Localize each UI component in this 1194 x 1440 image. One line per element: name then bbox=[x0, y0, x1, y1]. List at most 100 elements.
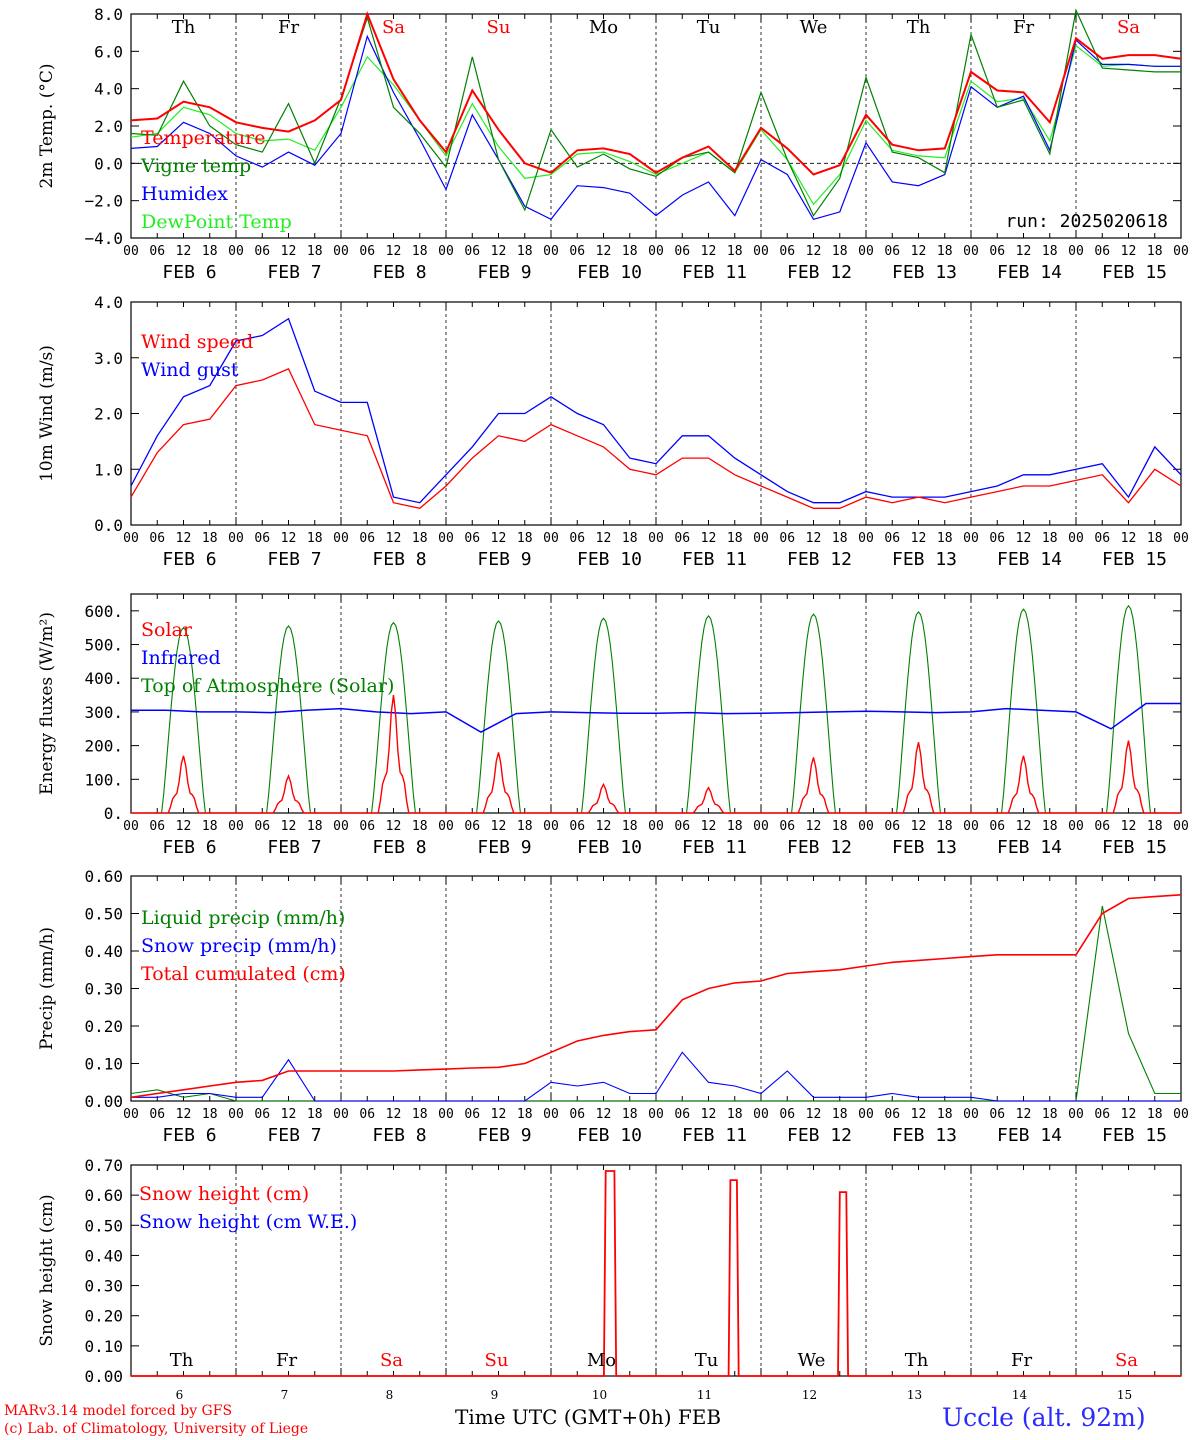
y-tick-label: 0.40 bbox=[84, 942, 123, 961]
day-label: Th bbox=[172, 17, 196, 38]
day-label: Tu bbox=[697, 17, 721, 38]
hour-label: 06 bbox=[779, 244, 795, 259]
date-label: FEB 12 bbox=[787, 837, 852, 858]
hour-label: 12 bbox=[281, 1107, 297, 1122]
hour-label: 12 bbox=[1121, 531, 1137, 546]
day-number: 8 bbox=[386, 1388, 394, 1402]
hour-label: 00 bbox=[1068, 531, 1084, 546]
y-tick-label: 100. bbox=[84, 770, 123, 789]
hour-label: 00 bbox=[123, 1107, 139, 1122]
y-tick-label: 0.30 bbox=[84, 980, 123, 999]
hour-label: 12 bbox=[1016, 531, 1032, 546]
date-label: FEB 7 bbox=[267, 837, 321, 858]
hour-label: 06 bbox=[254, 819, 270, 834]
hour-label: 12 bbox=[1016, 1107, 1032, 1122]
hour-label: 12 bbox=[386, 1107, 402, 1122]
hour-label: 12 bbox=[281, 531, 297, 546]
hour-label: 00 bbox=[648, 244, 664, 259]
hour-label: 18 bbox=[1147, 1107, 1163, 1122]
legend-infrared: Infrared bbox=[141, 647, 221, 669]
hour-label: 06 bbox=[884, 531, 900, 546]
y-tick-label: 0.50 bbox=[84, 905, 123, 924]
day-label: Sa bbox=[1117, 17, 1140, 38]
hour-label: 12 bbox=[491, 531, 507, 546]
hour-label: 00 bbox=[753, 819, 769, 834]
hour-label: 06 bbox=[884, 244, 900, 259]
legend-vigne-temp: Vigne temp bbox=[140, 155, 251, 177]
day-number: 6 bbox=[176, 1388, 184, 1402]
y-tick-label: 0.0 bbox=[94, 516, 123, 535]
day-number: 13 bbox=[907, 1388, 922, 1402]
credit-line: (c) Lab. of Climatology, University of L… bbox=[4, 1421, 309, 1437]
y-tick-label: 200. bbox=[84, 737, 123, 756]
x-axis-title: Time UTC (GMT+0h) FEB bbox=[455, 1405, 721, 1429]
y-tick-label: 0.30 bbox=[84, 1277, 123, 1296]
hour-label: 18 bbox=[517, 819, 533, 834]
hour-label: 12 bbox=[1121, 244, 1137, 259]
date-label: FEB 11 bbox=[682, 262, 747, 283]
model-credit: MARv3.14 model forced by GFS (c) Lab. of… bbox=[4, 1402, 308, 1438]
hour-label: 06 bbox=[149, 531, 165, 546]
hour-label: 12 bbox=[806, 244, 822, 259]
legend-dewpoint-temp: DewPoint Temp bbox=[141, 211, 292, 233]
legend-humidex: Humidex bbox=[141, 183, 228, 205]
hour-label: 18 bbox=[937, 531, 953, 546]
hour-label: 18 bbox=[202, 819, 218, 834]
day-number: 9 bbox=[491, 1388, 499, 1402]
plot-frame-wind bbox=[130, 301, 1182, 526]
hour-label: 06 bbox=[464, 531, 480, 546]
hour-label: 12 bbox=[911, 1107, 927, 1122]
hour-label: 06 bbox=[674, 819, 690, 834]
date-label: FEB 14 bbox=[997, 837, 1062, 858]
hour-label: 06 bbox=[149, 244, 165, 259]
hour-label: 12 bbox=[701, 244, 717, 259]
day-label: Th bbox=[905, 1350, 929, 1371]
hour-label: 18 bbox=[1042, 1107, 1058, 1122]
day-label: Fr bbox=[1013, 17, 1034, 38]
date-label: FEB 8 bbox=[372, 262, 426, 283]
hour-label: 18 bbox=[517, 1107, 533, 1122]
series-wind-speed bbox=[130, 368, 1182, 510]
series-snow-height-cm bbox=[131, 1170, 1181, 1377]
hour-label: 12 bbox=[1016, 244, 1032, 259]
hour-label: 06 bbox=[884, 819, 900, 834]
y-axis-label: 10m Wind (m/s) bbox=[37, 345, 57, 482]
y-tick-label: 0. bbox=[104, 804, 123, 823]
date-label: FEB 9 bbox=[477, 549, 531, 570]
hour-label: 12 bbox=[491, 819, 507, 834]
hour-label: 18 bbox=[727, 531, 743, 546]
date-label: FEB 10 bbox=[577, 262, 642, 283]
series-snow-precip-mm-h- bbox=[131, 1051, 1181, 1102]
series-dewpoint-temp bbox=[130, 44, 1181, 206]
y-axis-label: Snow height (cm) bbox=[37, 1194, 57, 1346]
hour-label: 00 bbox=[228, 244, 244, 259]
day-label: Fr bbox=[278, 17, 299, 38]
hour-label: 00 bbox=[1068, 819, 1084, 834]
y-tick-label: 0.70 bbox=[84, 1156, 123, 1175]
hour-label: 12 bbox=[911, 244, 927, 259]
series-wind-gust bbox=[130, 317, 1182, 504]
hour-label: 00 bbox=[543, 244, 559, 259]
hour-label: 18 bbox=[307, 244, 323, 259]
hour-label: 00 bbox=[753, 1107, 769, 1122]
day-number: 11 bbox=[697, 1388, 712, 1402]
hour-label: 18 bbox=[727, 244, 743, 259]
date-label: FEB 9 bbox=[477, 837, 531, 858]
date-label: FEB 7 bbox=[267, 262, 321, 283]
legend-snow-precip-mm-h-: Snow precip (mm/h) bbox=[141, 935, 337, 957]
hour-label: 12 bbox=[911, 531, 927, 546]
date-label: FEB 10 bbox=[577, 837, 642, 858]
day-number: 12 bbox=[802, 1388, 817, 1402]
hour-label: 00 bbox=[228, 819, 244, 834]
day-label: We bbox=[800, 17, 828, 38]
hour-label: 06 bbox=[464, 1107, 480, 1122]
hour-label: 00 bbox=[1173, 244, 1189, 259]
y-tick-label: 2.0 bbox=[94, 405, 123, 424]
date-label: FEB 6 bbox=[162, 1125, 216, 1146]
hour-label: 18 bbox=[307, 1107, 323, 1122]
hour-label: 18 bbox=[622, 531, 638, 546]
y-axis-label: Precip (mm/h) bbox=[37, 927, 57, 1050]
station-label: Uccle (alt. 92m) bbox=[942, 1403, 1146, 1432]
date-label: FEB 8 bbox=[372, 837, 426, 858]
date-label: FEB 12 bbox=[787, 549, 852, 570]
